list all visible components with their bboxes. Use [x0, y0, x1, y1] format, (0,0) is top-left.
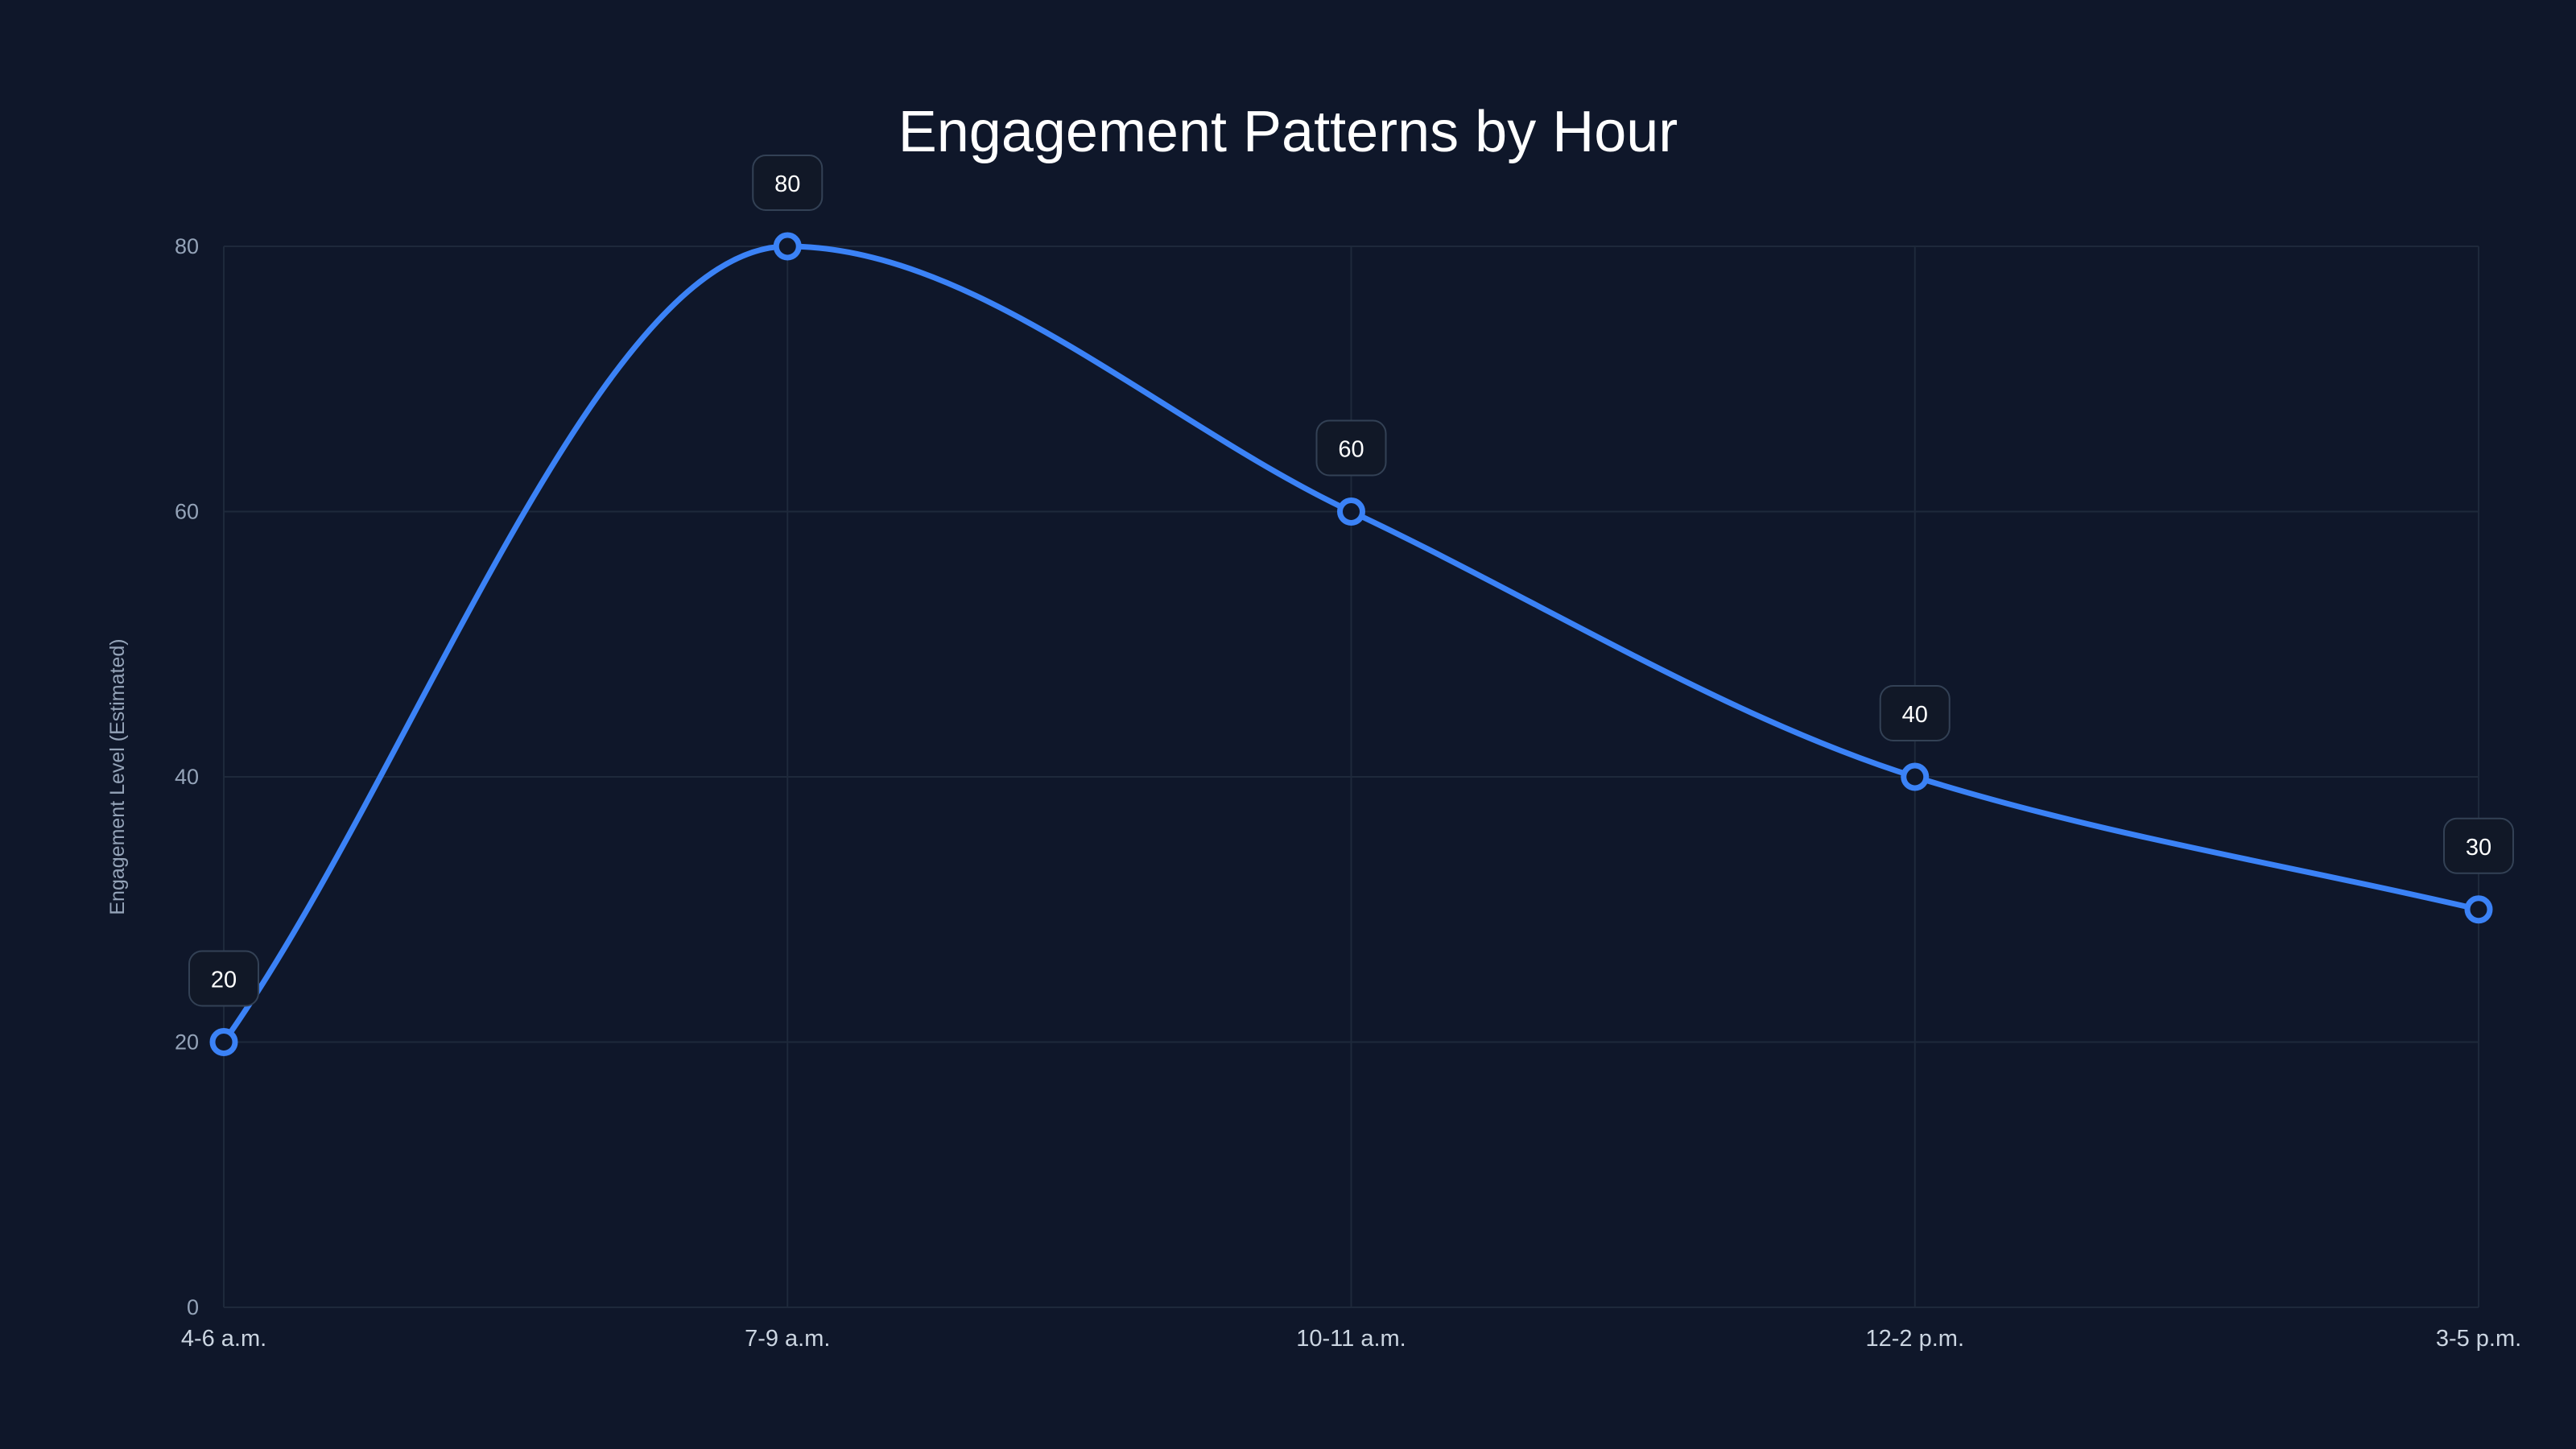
y-axis-label: Engagement Level (Estimated): [106, 638, 129, 914]
data-label-box: [188, 950, 259, 1007]
y-tick-label: 20: [175, 1030, 199, 1055]
x-tick-label: 10-11 a.m.: [1296, 1326, 1406, 1352]
data-label: 80: [774, 171, 800, 197]
y-tick-label: 40: [175, 765, 199, 789]
x-tick-label: 3-5 p.m.: [2436, 1326, 2521, 1352]
x-tick-label: 7-9 a.m.: [745, 1326, 830, 1352]
x-tick-label: 4-6 a.m.: [181, 1326, 266, 1352]
data-label: 30: [2466, 835, 2491, 861]
chart-title: Engagement Patterns by Hour: [898, 100, 1678, 164]
series-line: [221, 243, 2482, 1045]
data-point: [209, 1028, 238, 1056]
data-point: [1337, 497, 1365, 526]
data-label-box: [752, 155, 824, 211]
data-label-box: [1315, 419, 1387, 477]
data-point: [1901, 762, 1930, 791]
data-label-box: [2443, 817, 2514, 874]
y-tick-label: 60: [175, 500, 199, 524]
y-tick-label: 0: [187, 1295, 199, 1319]
data-point: [773, 232, 802, 261]
data-label: 40: [1902, 702, 1928, 728]
data-label: 20: [211, 968, 237, 993]
data-label: 60: [1338, 437, 1364, 463]
x-tick-label: 12-2 p.m.: [1866, 1326, 1965, 1352]
data-point: [2464, 895, 2493, 924]
y-tick-label: 80: [175, 234, 199, 258]
data-label-box: [1879, 685, 1951, 741]
